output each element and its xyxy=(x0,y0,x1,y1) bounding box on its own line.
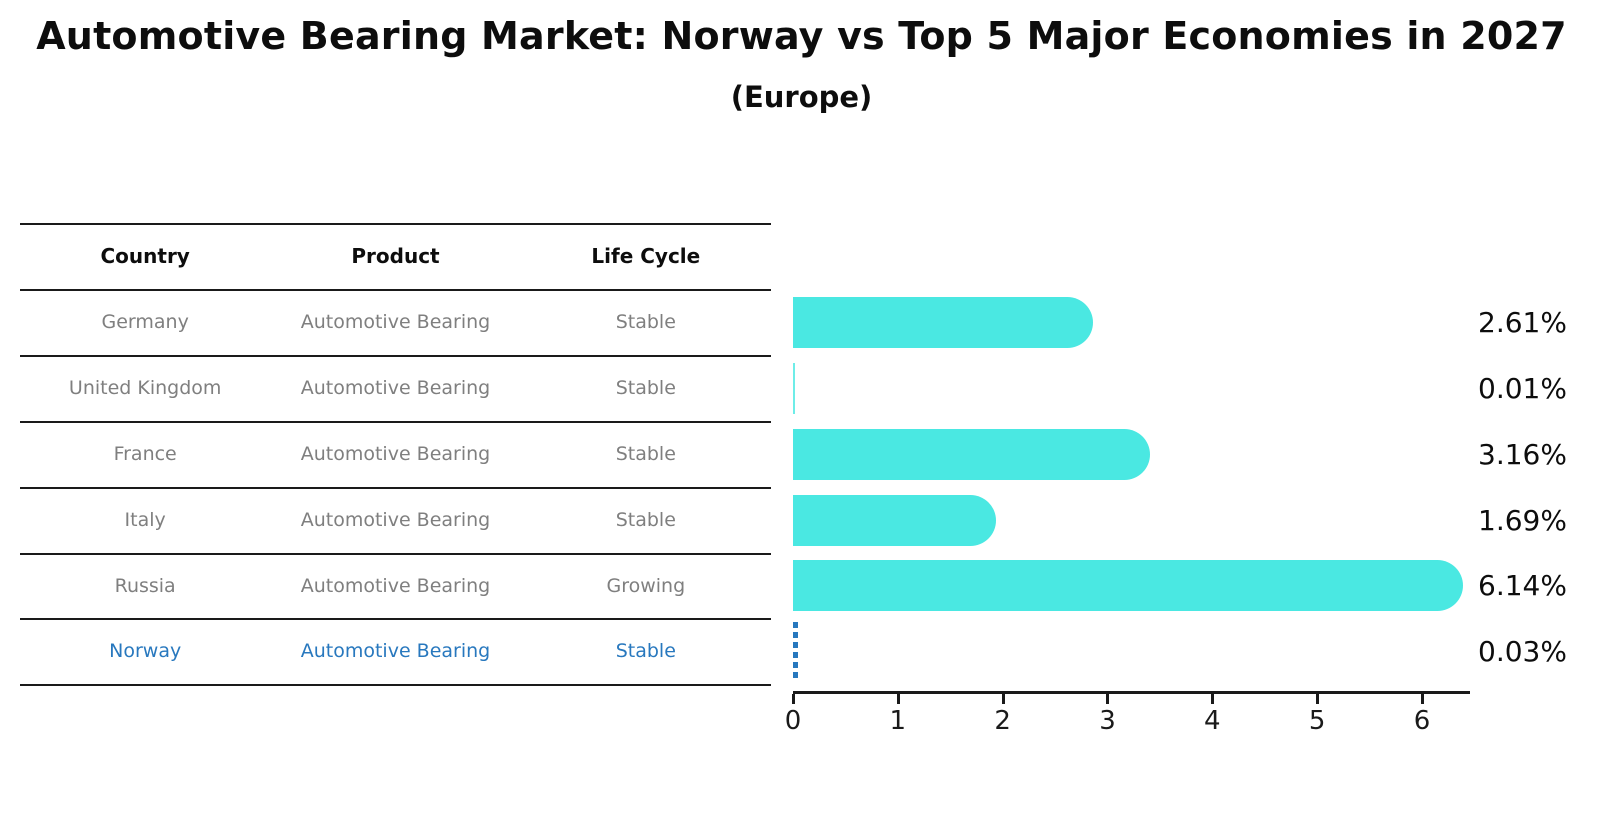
bar-value-label: 6.14% xyxy=(1478,569,1567,602)
table-cell-country: Russia xyxy=(114,574,176,597)
x-axis-tick-mark xyxy=(1001,694,1005,704)
table-cell-country: Norway xyxy=(109,640,182,662)
bar xyxy=(793,296,1093,348)
table-divider-line xyxy=(20,223,771,225)
table-cell-country: France xyxy=(113,443,177,465)
x-axis-tick-label: 0 xyxy=(784,706,802,736)
bar-value-label: 2.61% xyxy=(1478,305,1567,339)
x-axis-tick-label: 1 xyxy=(889,706,907,736)
x-axis-tick-mark xyxy=(792,694,795,704)
x-axis-tick-label: 2 xyxy=(994,706,1011,736)
table-cell-country: Italy xyxy=(124,509,166,531)
bar xyxy=(793,428,1151,480)
column-header-product: Product xyxy=(351,244,440,268)
bar xyxy=(793,560,1463,611)
column-header-country: Country xyxy=(100,244,190,268)
table-divider-line xyxy=(20,421,771,423)
table-cell-life-cycle: Stable xyxy=(615,311,676,333)
table-cell-product: Automotive Bearing xyxy=(300,574,491,597)
table-cell-product: Automotive Bearing xyxy=(300,311,491,333)
table-cell-product: Automotive Bearing xyxy=(300,377,491,399)
x-axis-tick-mark xyxy=(1106,694,1110,704)
bar-value-label: 1.69% xyxy=(1478,503,1567,537)
table-cell-product: Automotive Bearing xyxy=(300,443,491,465)
x-axis-tick-label: 3 xyxy=(1099,706,1116,736)
bar xyxy=(793,362,795,414)
x-axis-tick-label: 5 xyxy=(1308,706,1326,736)
bar xyxy=(793,494,997,546)
bar-value-label: 0.01% xyxy=(1478,371,1567,405)
x-axis-tick-mark xyxy=(1420,694,1424,704)
table-divider-line xyxy=(20,289,771,291)
bar-value-label: 3.16% xyxy=(1478,437,1567,471)
table-cell-product: Automotive Bearing xyxy=(300,509,491,531)
table-cell-life-cycle: Stable xyxy=(615,509,676,531)
x-axis-tick-mark xyxy=(1316,694,1320,704)
table-cell-life-cycle: Stable xyxy=(615,640,676,662)
table-cell-life-cycle: Stable xyxy=(615,443,676,465)
x-axis-tick-label: 4 xyxy=(1204,706,1221,736)
x-axis-line xyxy=(793,691,1470,694)
x-axis-tick-label: 6 xyxy=(1413,706,1431,736)
table-divider-line xyxy=(20,553,771,555)
x-axis-tick-mark xyxy=(1211,694,1215,704)
chart-subtitle: (Europe) xyxy=(730,80,873,114)
table-divider-line xyxy=(20,684,771,686)
bar-value-label: 0.03% xyxy=(1478,634,1567,668)
chart-title: Automotive Bearing Market: Norway vs Top… xyxy=(36,14,1567,58)
table-cell-country: Germany xyxy=(101,311,189,333)
bar-highlight-dashed xyxy=(793,622,798,680)
table-cell-product: Automotive Bearing xyxy=(300,640,491,662)
table-divider-line xyxy=(20,487,771,489)
table-divider-line xyxy=(20,618,771,620)
table-cell-life-cycle: Stable xyxy=(615,377,676,399)
table-cell-country: United Kingdom xyxy=(68,377,222,399)
x-axis-tick-mark xyxy=(896,694,900,704)
table-cell-life-cycle: Growing xyxy=(606,574,686,597)
table-divider-line xyxy=(20,355,771,357)
column-header-life-cycle: Life Cycle xyxy=(591,244,701,268)
